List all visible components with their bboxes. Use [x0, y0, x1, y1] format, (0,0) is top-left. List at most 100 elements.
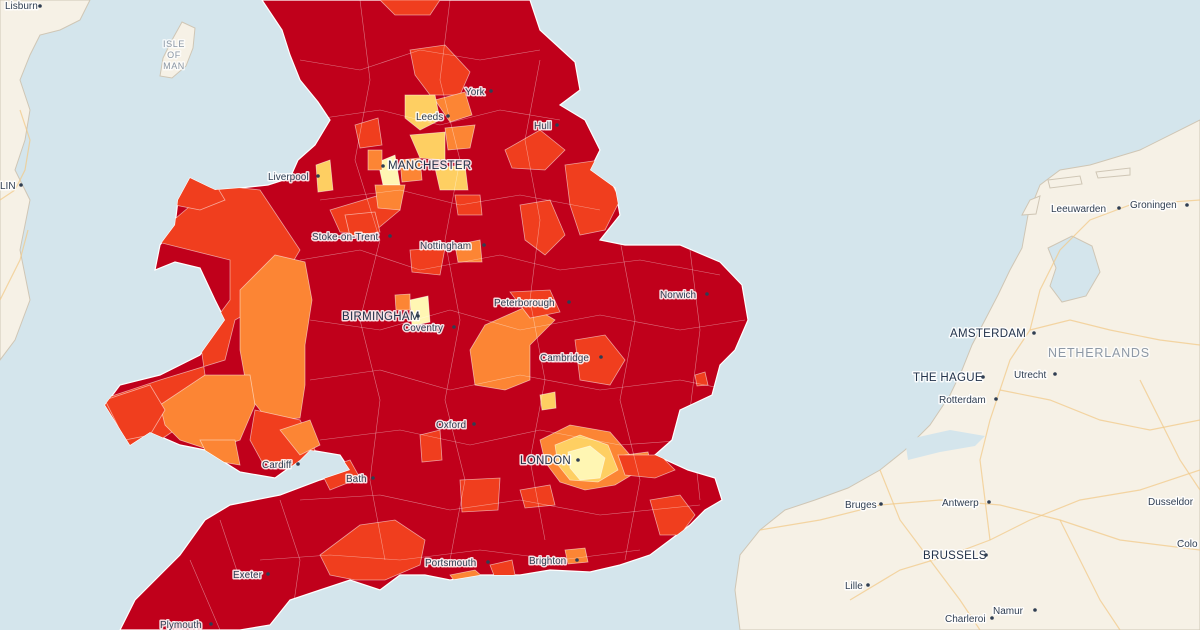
- region-carmarthen: [159, 374, 256, 451]
- svg-text:MANCHESTER: MANCHESTER: [388, 160, 472, 172]
- city-label-amsterdam[interactable]: AMSTERDAM: [949, 327, 1036, 342]
- svg-text:AMSTERDAM: AMSTERDAM: [950, 328, 1026, 340]
- wadden-island-1: [1021, 195, 1041, 216]
- region-lancs: [354, 117, 383, 149]
- city-label-leeuwarden[interactable]: Leeuwarden: [1050, 203, 1121, 217]
- delta-water: [905, 430, 985, 460]
- svg-text:Colo: Colo: [1177, 539, 1198, 550]
- svg-text:Cambridge: Cambridge: [540, 353, 589, 364]
- city-label-nottingham[interactable]: Nottingham: [419, 240, 486, 254]
- city-label-stoke[interactable]: Stoke-on-Trent: [311, 231, 392, 245]
- continent-roads: [759, 199, 1200, 630]
- city-label-charleroi[interactable]: Charleroi: [944, 613, 994, 627]
- region-sheffield: [454, 194, 483, 216]
- label-isle-of-man: ISLE OF MAN: [162, 38, 186, 73]
- region-cambridge: [574, 334, 626, 386]
- region-leeds-se: [444, 124, 476, 151]
- city-label-cambridge[interactable]: Cambridge: [539, 352, 603, 366]
- svg-text:ISLE: ISLE: [163, 39, 185, 49]
- svg-text:Brighton: Brighton: [529, 556, 566, 567]
- region-swindon: [419, 429, 443, 463]
- svg-text:Utrecht: Utrecht: [1014, 370, 1046, 381]
- city-label-hull[interactable]: Hull: [533, 120, 559, 134]
- svg-text:BRUSSELS: BRUSSELS: [923, 550, 987, 562]
- city-label-brighton[interactable]: Brighton: [528, 555, 579, 569]
- svg-text:LONDON: LONDON: [520, 455, 571, 467]
- city-label-lisburn[interactable]: Lisburn: [4, 0, 42, 14]
- city-label-birmingham[interactable]: BIRMINGHAM: [341, 310, 421, 325]
- region-manchester-e: [399, 157, 423, 183]
- city-label-manchester[interactable]: MANCHESTER: [381, 159, 473, 174]
- city-label-plymouth[interactable]: Plymouth: [159, 619, 213, 630]
- svg-text:Leeuwarden: Leeuwarden: [1051, 204, 1106, 215]
- region-reading: [459, 477, 501, 513]
- region-southampton: [489, 559, 516, 579]
- svg-text:York: York: [465, 87, 486, 98]
- city-label-oxford[interactable]: Oxford: [435, 419, 476, 433]
- svg-text:Portsmouth: Portsmouth: [425, 558, 476, 569]
- city-label-coventry[interactable]: Coventry: [402, 322, 456, 336]
- city-label-rotterdam[interactable]: Rotterdam: [938, 394, 998, 408]
- svg-text:LIN: LIN: [0, 181, 16, 192]
- country-label-netherlands: NETHERLANDS: [1047, 345, 1151, 362]
- isle-of-man-land: [159, 21, 196, 79]
- region-kent-e: [617, 454, 676, 479]
- city-label-lille[interactable]: Lille: [844, 580, 870, 594]
- region-cardiff-area: [279, 419, 321, 456]
- wadden-island-2: [1047, 175, 1083, 189]
- svg-text:Lisburn: Lisburn: [5, 1, 38, 12]
- svg-text:Dusseldor: Dusseldor: [1148, 497, 1194, 508]
- city-label-exeter[interactable]: Exeter: [232, 569, 270, 583]
- ireland-land: [0, 0, 91, 361]
- region-oldham: [367, 149, 383, 171]
- region-leeds: [404, 94, 441, 131]
- svg-text:NETHERLANDS: NETHERLANDS: [1048, 346, 1150, 360]
- svg-text:Cardiff: Cardiff: [262, 460, 291, 471]
- city-label-leeds[interactable]: Leeds: [415, 111, 450, 125]
- city-label-bruges[interactable]: Bruges: [844, 499, 883, 513]
- region-london-inner: [567, 445, 606, 481]
- city-label-bath[interactable]: Bath: [345, 473, 375, 487]
- svg-text:BIRMINGHAM: BIRMINGHAM: [342, 311, 420, 323]
- svg-text:Norwich: Norwich: [660, 290, 696, 301]
- city-label-london[interactable]: LONDON: [519, 454, 580, 469]
- city-label-dublin-partial[interactable]: LIN: [0, 180, 23, 194]
- city-label-cardiff[interactable]: Cardiff: [261, 459, 300, 473]
- svg-text:MAN: MAN: [163, 61, 185, 71]
- city-label-portsmouth[interactable]: Portsmouth: [424, 557, 490, 571]
- svg-text:Rotterdam: Rotterdam: [939, 395, 986, 406]
- city-label-liverpool[interactable]: Liverpool: [267, 171, 320, 185]
- city-label-antwerp[interactable]: Antwerp: [941, 497, 991, 511]
- svg-text:Peterborough: Peterborough: [494, 298, 555, 309]
- region-bradford: [409, 131, 446, 161]
- city-label-the-hague[interactable]: THE HAGUE: [912, 371, 985, 386]
- svg-text:THE HAGUE: THE HAGUE: [913, 372, 983, 384]
- city-label-peterborough[interactable]: Peterborough: [493, 297, 571, 311]
- region-wakefield: [434, 164, 469, 191]
- city-label-york[interactable]: York: [464, 86, 493, 100]
- city-label-namur[interactable]: Namur: [992, 605, 1037, 619]
- city-label-norwich[interactable]: Norwich: [659, 289, 709, 303]
- svg-text:Nottingham: Nottingham: [420, 241, 471, 252]
- region-lincs-w: [519, 199, 566, 256]
- region-nottingham-s: [409, 247, 446, 276]
- svg-text:Oxford: Oxford: [436, 420, 466, 431]
- city-label-groningen[interactable]: Groningen: [1129, 199, 1189, 213]
- region-hull-coast: [504, 129, 566, 171]
- svg-text:Stoke-on-Trent: Stoke-on-Trent: [312, 232, 379, 243]
- region-birmingham-n: [394, 293, 411, 311]
- region-kent-s: [649, 494, 696, 536]
- svg-text:Groningen: Groningen: [1130, 200, 1177, 211]
- svg-text:Plymouth: Plymouth: [160, 620, 202, 630]
- city-label-brussels[interactable]: BRUSSELS: [922, 549, 988, 564]
- city-label-dusseldorf[interactable]: Dusseldor: [1147, 496, 1196, 510]
- city-label-utrecht[interactable]: Utrecht: [1013, 369, 1057, 383]
- svg-text:Exeter: Exeter: [233, 570, 263, 581]
- city-label-cologne-partial[interactable]: Colo: [1176, 538, 1200, 552]
- region-dorset: [319, 519, 426, 581]
- region-peterborough: [509, 289, 561, 319]
- wadden-island-3: [1095, 167, 1131, 179]
- region-liverpool: [315, 159, 334, 193]
